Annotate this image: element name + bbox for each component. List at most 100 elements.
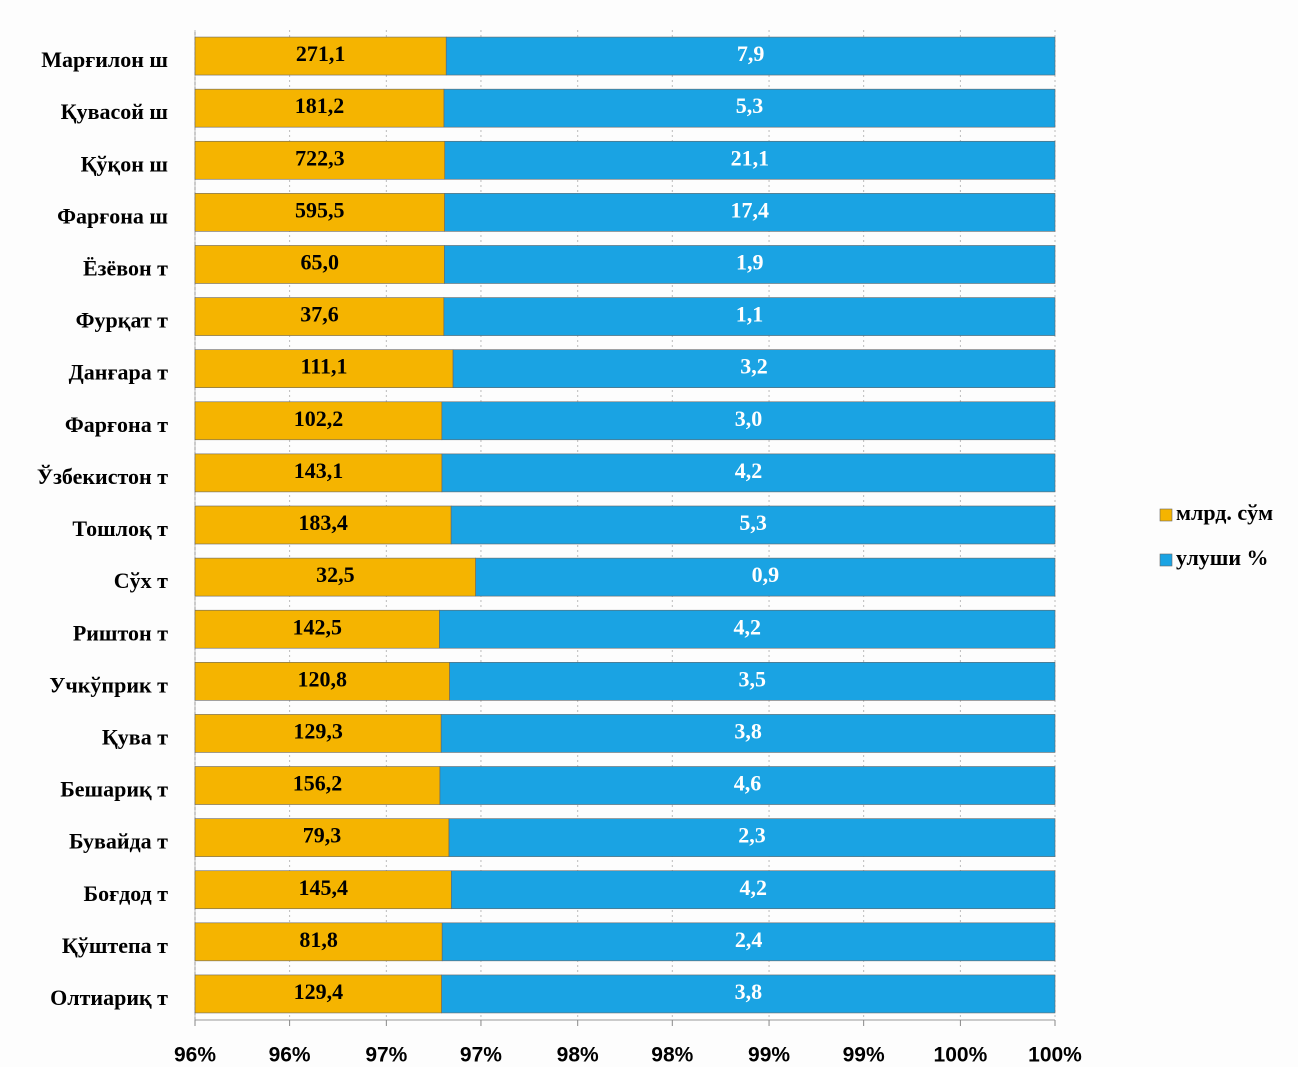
bar-segment [445, 36, 1056, 76]
data-label: 145,4 [298, 875, 348, 900]
data-label: 5,3 [739, 510, 767, 535]
data-label: 4,6 [734, 771, 762, 796]
bar-segment [443, 297, 1056, 336]
y-tick-label: Қўштепа т [62, 933, 168, 958]
bar-segment [194, 974, 442, 1014]
data-label: 2,4 [735, 927, 763, 952]
data-label: 65,0 [300, 250, 339, 275]
y-tick-label: Ўзбекистон т [37, 464, 168, 489]
data-label: 129,4 [294, 979, 344, 1004]
bar-segment [450, 505, 1056, 545]
data-label: 1,1 [736, 302, 764, 327]
y-tick-label: Фарғона т [65, 412, 168, 437]
bar-segment [194, 297, 445, 336]
data-label: 4,2 [739, 875, 767, 900]
bar-segment [194, 766, 441, 805]
data-label: 722,3 [295, 145, 345, 170]
bar-segment [448, 818, 1056, 857]
data-label: 111,1 [300, 354, 347, 379]
bar-segment [444, 193, 1056, 232]
bar-segment [440, 714, 1056, 753]
x-tick-label: 97% [365, 1044, 407, 1067]
data-label: 595,5 [295, 197, 345, 222]
y-tick-label: Бувайда т [69, 829, 168, 854]
bar-segment [441, 922, 1056, 962]
data-label: 3,8 [735, 979, 763, 1004]
data-label: 102,2 [294, 406, 344, 431]
y-tick-label: Олтиариқ т [50, 985, 168, 1010]
bar-segment [194, 88, 445, 128]
data-label: 81,8 [299, 927, 338, 952]
data-label: 17,4 [731, 197, 770, 222]
data-label: 142,5 [292, 614, 342, 639]
y-tick-label: Қўқон ш [81, 151, 168, 176]
data-label: 271,1 [296, 41, 346, 66]
data-label: 183,4 [298, 510, 348, 535]
data-label: 3,2 [740, 354, 768, 379]
bar-segment [194, 140, 446, 180]
x-tick-label: 99% [748, 1044, 790, 1067]
data-label: 3,8 [734, 718, 762, 743]
legend-swatch [1159, 553, 1173, 567]
bar-segment [451, 870, 1056, 910]
bar-segment [449, 662, 1056, 701]
y-tick-label: Қувасой ш [61, 99, 168, 124]
bar-segment [444, 140, 1056, 180]
bar-segment [194, 401, 443, 441]
data-label: 32,5 [316, 562, 355, 587]
legend-swatch [1159, 508, 1173, 522]
data-label: 129,3 [293, 718, 343, 743]
legend-label: улуши % [1176, 545, 1269, 570]
data-label: 5,3 [736, 93, 764, 118]
y-tick-label: Фарғона ш [57, 203, 168, 228]
y-tick-label: Учкўприк т [49, 672, 168, 697]
bar-segment [439, 766, 1056, 805]
data-label: 4,2 [733, 614, 761, 639]
data-label: 1,9 [736, 250, 764, 275]
bar-segment [452, 349, 1056, 388]
bar-segment [194, 193, 445, 232]
y-tick-label: Тошлоқ т [72, 516, 168, 541]
x-tick-label: 98% [557, 1044, 599, 1067]
bar-segment [194, 557, 476, 597]
bar-segment [194, 245, 445, 284]
data-label: 120,8 [298, 666, 348, 691]
y-tick-label: Марғилон ш [41, 47, 168, 72]
x-tick-label: 100% [934, 1044, 988, 1067]
x-tick-label: 98% [651, 1044, 693, 1067]
bar-segment [194, 36, 447, 76]
bar-segment [194, 922, 443, 962]
data-label: 2,3 [738, 823, 766, 848]
data-label: 3,0 [735, 406, 763, 431]
data-label: 37,6 [300, 302, 339, 327]
x-tick-label: 96% [174, 1044, 216, 1067]
y-tick-label: Бешариқ т [60, 777, 168, 802]
data-label: 3,5 [739, 666, 767, 691]
x-tick-label: 97% [460, 1044, 502, 1067]
bar-segment [444, 245, 1056, 284]
bar-segment [441, 401, 1056, 441]
y-tick-label: Қува т [102, 724, 168, 749]
bar-segment [194, 870, 452, 910]
y-tick-label: Фурқат т [76, 308, 169, 333]
legend-label: млрд. сўм [1176, 500, 1273, 525]
bar-segment [475, 557, 1056, 597]
x-tick-label: 99% [843, 1044, 885, 1067]
x-tick-label: 100% [1028, 1044, 1082, 1067]
bar-segment [194, 349, 454, 388]
x-tick-label: 96% [269, 1044, 311, 1067]
data-label: 4,2 [735, 458, 763, 483]
y-tick-label: Сўх т [114, 568, 168, 593]
bar-segment [194, 505, 452, 545]
data-label: 156,2 [293, 771, 343, 796]
data-label: 0,9 [752, 562, 780, 587]
y-tick-label: Ёзёвон т [83, 256, 168, 281]
y-tick-label: Боғдод т [84, 881, 169, 906]
y-tick-label: Риштон т [73, 620, 168, 645]
bar-segment [443, 88, 1056, 128]
bar-segment [194, 714, 442, 753]
data-label: 79,3 [303, 823, 342, 848]
bar-segment [194, 609, 440, 649]
bar-segment [441, 453, 1056, 493]
